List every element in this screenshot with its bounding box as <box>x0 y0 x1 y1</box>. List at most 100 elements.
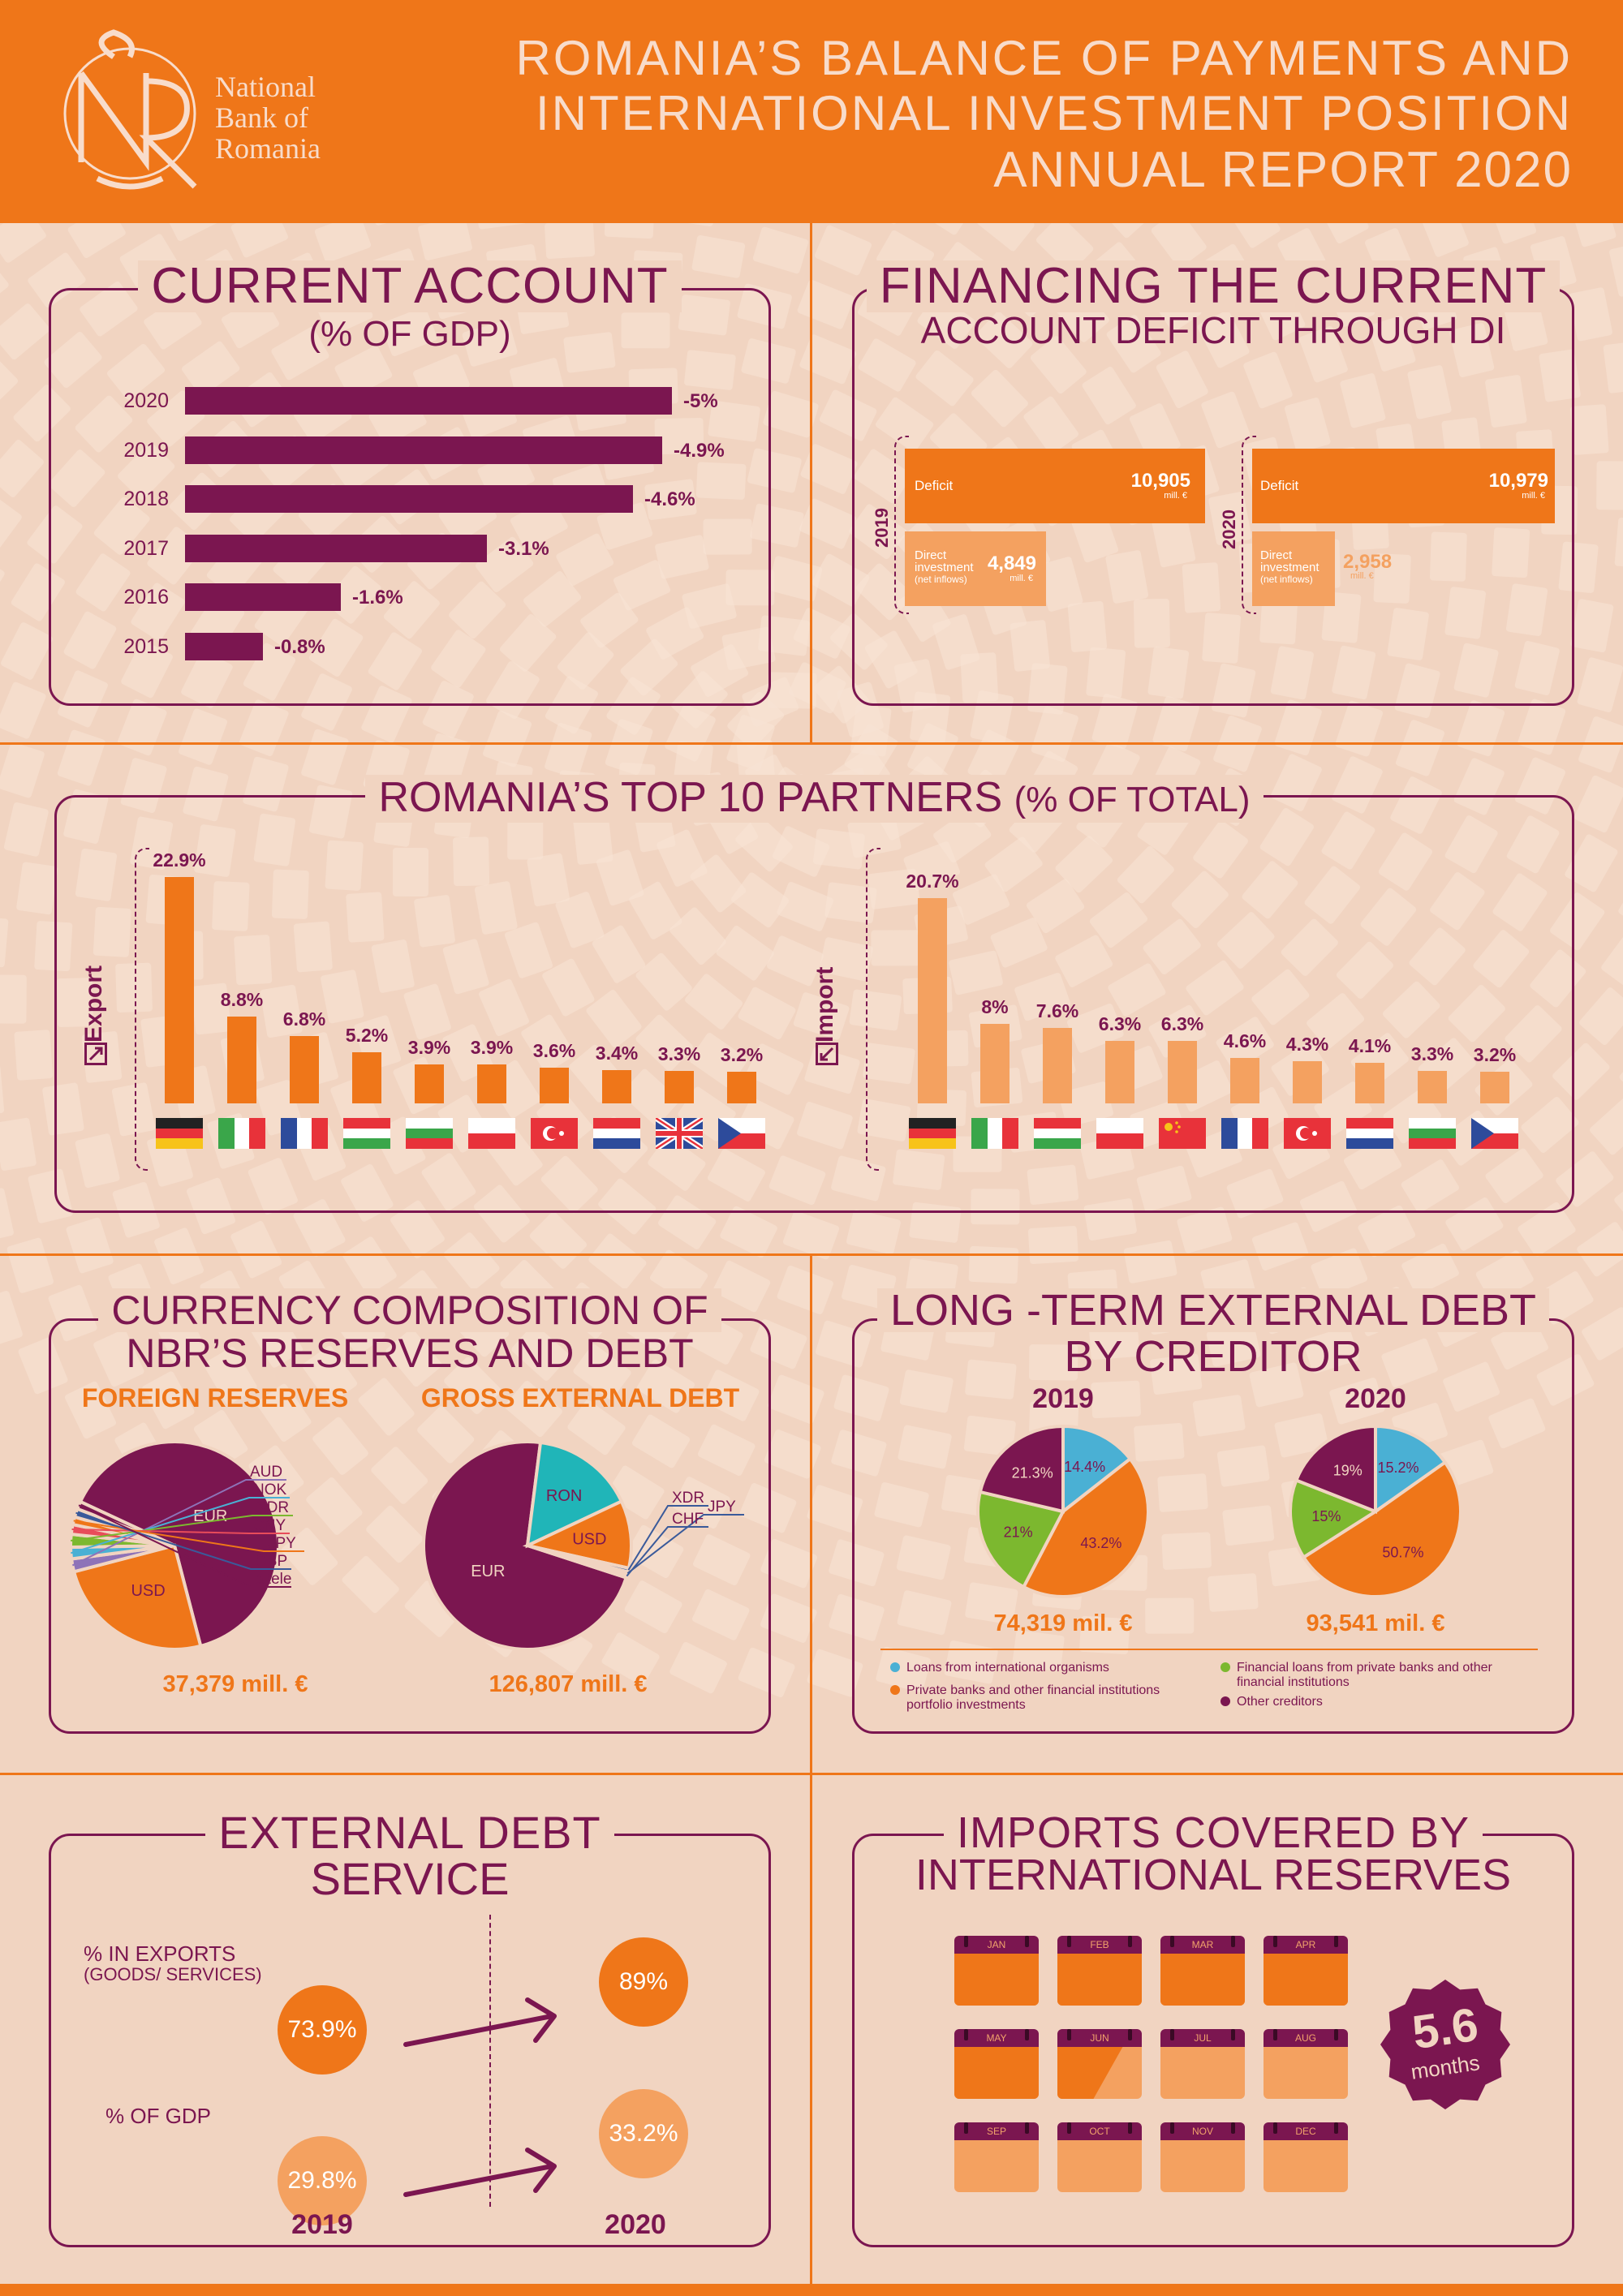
pattern-tile <box>752 226 809 274</box>
pattern-tile <box>1429 531 1467 582</box>
pattern-tile <box>194 824 236 877</box>
partner-value-label: 8% <box>981 996 1009 1018</box>
ca-bar <box>185 387 672 415</box>
pattern-tile <box>829 1593 885 1641</box>
pattern-tile <box>695 462 747 500</box>
partner-bar <box>1480 1071 1509 1103</box>
pattern-tile <box>815 225 872 276</box>
calendar-body <box>1160 1954 1245 2006</box>
pattern-tile <box>1055 935 1113 987</box>
calendar-ring <box>1334 1936 1338 1947</box>
pattern-tile <box>1596 461 1623 510</box>
pattern-tile <box>1485 375 1527 428</box>
logo-line: Romania <box>215 132 321 165</box>
pattern-tile <box>1177 1206 1233 1253</box>
pattern-tile <box>567 1400 626 1455</box>
pattern-tile <box>1506 815 1560 874</box>
pattern-tile <box>1387 608 1429 660</box>
pattern-tile <box>1143 918 1201 975</box>
leader-line <box>71 1515 293 1542</box>
pie-slice-label: 21% <box>1004 1524 1033 1540</box>
calendar-ring <box>1334 2122 1338 2134</box>
pattern-tile <box>58 670 108 728</box>
pattern-tile <box>1091 694 1139 749</box>
pattern-tile <box>601 1632 660 1686</box>
pattern-tile <box>256 1383 312 1442</box>
calendar-ring <box>1273 1936 1277 1947</box>
creditor-pie-2019: 14.4% 43.2% 21% 21.3% <box>976 1424 1150 1598</box>
pattern-tile <box>580 592 639 648</box>
pattern-tile <box>474 881 518 935</box>
pattern-tile <box>1321 811 1375 870</box>
pattern-tile <box>346 892 385 943</box>
pattern-tile <box>1453 758 1505 815</box>
pattern-tile <box>1473 930 1530 988</box>
pattern-tile <box>1401 1159 1459 1214</box>
pattern-tile <box>183 766 229 822</box>
pattern-tile <box>1601 930 1623 988</box>
pattern-tile <box>1270 646 1314 700</box>
pattern-tile <box>164 223 222 242</box>
year-label: 2020 <box>1219 510 1239 549</box>
current-account-title-wrap: CURRENT ACCOUNT <box>49 260 771 312</box>
pattern-tile <box>504 1380 562 1438</box>
deficit-label: Deficit <box>915 478 954 493</box>
pie-slice <box>525 1440 624 1549</box>
pattern-tile <box>1 622 53 680</box>
pattern-tile <box>479 978 529 1037</box>
pattern-tile <box>812 828 865 870</box>
legend-divider <box>880 1649 1538 1650</box>
di-label: Direct investment (net inflows) <box>915 549 974 586</box>
partner-value-label: 4.3% <box>1285 1033 1329 1055</box>
pattern-tile <box>204 1347 257 1405</box>
exports-label-line: % IN EXPORTS <box>84 1941 236 1966</box>
partner-value-label: 6.3% <box>1160 1013 1204 1035</box>
currency-title-line-1: CURRENCY COMPOSITION OF <box>98 1288 721 1332</box>
calendar-body <box>954 2140 1039 2192</box>
calendar-body <box>1160 2047 1245 2099</box>
pie-slice-label: XDR <box>256 1499 289 1516</box>
partner-value-label: 8.8% <box>220 988 264 1010</box>
pattern-tile <box>971 1189 1020 1225</box>
pattern-tile <box>846 1210 901 1255</box>
pattern-tile <box>636 1359 695 1413</box>
pie-slice-label: 50.7% <box>1382 1545 1423 1561</box>
calendar-month: OCT <box>1057 2122 1142 2192</box>
partner-value-label: 3.9% <box>470 1037 514 1059</box>
export-icon <box>84 1043 107 1065</box>
pattern-tile <box>712 1260 771 1313</box>
pattern-tile <box>118 442 175 500</box>
calendar-body <box>1057 2047 1142 2099</box>
pattern-tile <box>1521 1096 1579 1153</box>
partner-bar <box>415 1064 444 1103</box>
pattern-tile <box>341 1163 394 1222</box>
pattern-tile <box>1055 836 1113 893</box>
pattern-tile <box>899 1369 954 1413</box>
pattern-tile <box>648 1136 706 1191</box>
pattern-tile <box>1381 1338 1438 1387</box>
pattern-tile <box>1106 315 1161 373</box>
pattern-tile <box>1027 1225 1078 1264</box>
legend-label: Private banks and other financial instit… <box>906 1683 1160 1712</box>
flag-cn-icon <box>1159 1118 1206 1149</box>
pattern-tile <box>1030 336 1087 394</box>
pattern-tile <box>725 570 775 606</box>
partner-value-label: 3.3% <box>657 1043 701 1064</box>
pattern-tile <box>793 608 851 659</box>
pattern-tile <box>507 810 544 860</box>
partner-bar <box>352 1051 381 1103</box>
partner-bar <box>1293 1060 1322 1103</box>
pattern-tile <box>764 1430 821 1479</box>
calendar-month-label: MAY <box>954 2029 1039 2047</box>
partner-value-label: 20.7% <box>906 871 959 892</box>
pattern-tile <box>1574 775 1623 833</box>
pattern-tile <box>1378 832 1433 891</box>
pattern-tile <box>142 1371 195 1430</box>
calendar-month: FEB <box>1057 1936 1142 2006</box>
calendar-month: MAY <box>954 2029 1039 2099</box>
pattern-tile <box>1514 640 1560 695</box>
pattern-tile <box>1373 553 1411 604</box>
partner-value-label: 3.3% <box>1410 1043 1454 1064</box>
pattern-tile <box>93 497 150 555</box>
